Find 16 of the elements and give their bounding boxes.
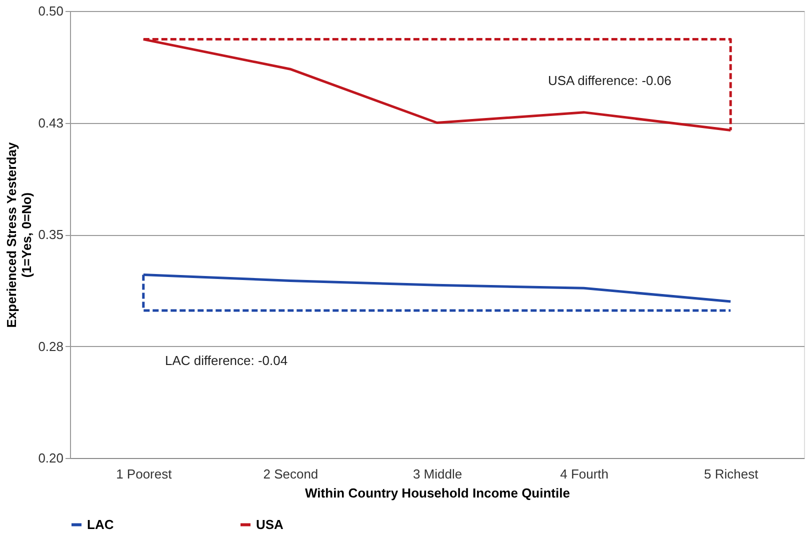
x-tick-label: 2 Second bbox=[263, 466, 318, 482]
legend-label: LAC bbox=[87, 516, 114, 532]
legend-label: USA bbox=[256, 516, 284, 532]
y-tick-label: 0.20 bbox=[38, 450, 64, 466]
y-axis-title: Experienced Stress Yesterday (1=Yes, 0=No) bbox=[4, 141, 34, 328]
y-tick-label: 0.35 bbox=[38, 227, 64, 242]
x-tick-label: 1 Poorest bbox=[116, 466, 172, 482]
y-tick-label: 0.28 bbox=[38, 338, 64, 354]
annotation: LAC difference: -0.04 bbox=[165, 353, 288, 368]
x-tick-label: 4 Fourth bbox=[560, 466, 609, 482]
x-tick-label: 3 Middle bbox=[412, 466, 462, 482]
y-tick-label: 0.43 bbox=[38, 115, 64, 130]
x-axis-title: Within Country Household Income Quintile bbox=[305, 486, 570, 500]
x-tick-label: 5 Richest bbox=[704, 466, 759, 482]
y-tick-label: 0.50 bbox=[38, 4, 64, 18]
annotation: USA difference: -0.06 bbox=[548, 73, 672, 88]
